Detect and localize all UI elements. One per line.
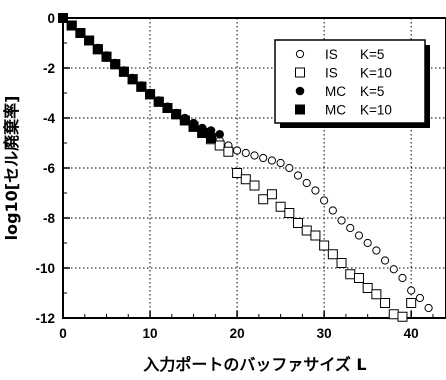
x-tick-labels: 0 10 20 30 40 — [59, 326, 418, 341]
data-point — [284, 208, 295, 218]
data-point — [136, 81, 147, 92]
data-point — [388, 309, 399, 320]
data-point — [346, 223, 355, 233]
legend-method: IS — [325, 66, 338, 81]
data-point — [328, 206, 337, 215]
data-point — [92, 44, 103, 55]
y-tick-label: -10 — [35, 261, 55, 276]
y-tick-label: -12 — [35, 311, 55, 326]
y-tick-label: -4 — [43, 111, 55, 126]
data-point — [266, 189, 277, 200]
data-point — [197, 128, 208, 138]
data-point — [223, 146, 234, 157]
legend: IS K=5 IS K=10 MC K=5 MC K=10 — [274, 39, 430, 128]
data-point — [389, 265, 398, 274]
axis-ticks — [62, 17, 434, 319]
data-point — [118, 66, 129, 77]
legend-marker — [295, 49, 305, 59]
data-point — [215, 129, 224, 139]
data-point — [285, 163, 294, 173]
data-point — [415, 293, 424, 303]
data-point — [232, 168, 243, 178]
data-point — [75, 28, 86, 38]
data-point — [58, 13, 68, 23]
data-point — [162, 103, 173, 113]
legend-param: K=5 — [360, 47, 384, 62]
x-tick-label: 20 — [230, 326, 245, 341]
data-point — [293, 218, 304, 228]
data-point — [267, 156, 277, 165]
data-point — [258, 194, 269, 205]
data-point — [398, 273, 407, 283]
x-tick-label: 10 — [143, 326, 158, 341]
data-point — [214, 140, 225, 151]
x-tick-label: 0 — [59, 326, 67, 341]
x-axis-label: 入力ポートのバッファサイズ L — [143, 355, 366, 374]
data-point — [327, 249, 338, 260]
data-point — [241, 148, 250, 158]
data-point — [179, 115, 190, 126]
legend-method: MC — [325, 103, 346, 118]
data-point — [250, 151, 259, 160]
data-point — [302, 178, 311, 188]
y-tick-label: -8 — [43, 211, 55, 226]
y-tick-labels: 0 -2 -4 -6 -8 -10 -12 — [35, 11, 55, 326]
data-markers — [58, 13, 433, 322]
data-point — [84, 35, 95, 46]
y-axis-label: log10[セル廃棄率] — [2, 96, 21, 241]
legend-param: K=10 — [360, 66, 392, 81]
data-point — [205, 133, 216, 143]
data-point — [240, 174, 251, 185]
data-point — [310, 230, 321, 241]
data-point — [424, 303, 433, 313]
legend-method: MC — [325, 84, 346, 99]
data-point — [301, 225, 312, 236]
data-point — [319, 240, 330, 251]
legend-marker — [295, 86, 305, 96]
data-point — [293, 171, 303, 180]
data-point — [153, 96, 164, 107]
data-point — [353, 273, 364, 283]
data-point — [372, 246, 381, 255]
legend-marker — [295, 67, 305, 78]
data-point — [188, 121, 199, 132]
legend-marker — [295, 104, 305, 115]
data-point — [397, 311, 408, 322]
data-point — [66, 20, 77, 31]
data-point — [363, 238, 372, 248]
y-tick-label: -2 — [43, 61, 55, 76]
data-point — [407, 286, 416, 295]
data-point — [145, 89, 156, 100]
data-point — [171, 109, 182, 120]
data-point — [101, 51, 112, 62]
data-point — [276, 158, 285, 168]
data-point — [275, 201, 286, 212]
data-point — [320, 196, 329, 205]
series-mc-k-10 — [58, 13, 216, 143]
data-point — [232, 146, 242, 155]
data-point — [336, 258, 347, 268]
data-point — [337, 216, 346, 225]
data-point — [345, 269, 356, 280]
x-tick-label: 30 — [317, 326, 332, 341]
data-point — [249, 180, 260, 191]
y-tick-label: 0 — [47, 11, 55, 26]
legend-param: K=10 — [360, 103, 392, 118]
data-point — [259, 153, 268, 163]
data-point — [406, 298, 417, 308]
data-point — [110, 59, 121, 70]
data-point — [380, 298, 391, 308]
legend-method: IS — [325, 47, 338, 62]
legend-param: K=5 — [360, 84, 384, 99]
data-point — [380, 256, 390, 265]
x-tick-label: 40 — [404, 326, 419, 341]
data-point — [354, 231, 364, 240]
data-point — [362, 283, 373, 293]
data-point — [371, 289, 382, 300]
y-tick-label: -6 — [43, 161, 55, 176]
data-point — [127, 74, 138, 85]
data-point — [311, 186, 320, 195]
